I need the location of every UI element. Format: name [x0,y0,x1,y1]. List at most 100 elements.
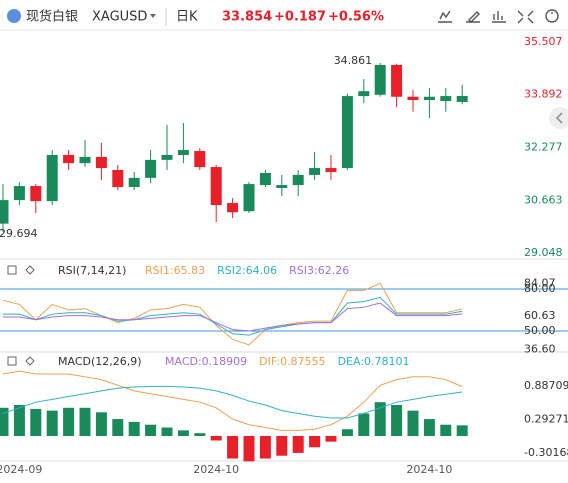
candle-body [423,96,435,101]
tool-bars[interactable] [492,11,506,23]
macd-bar [161,427,173,436]
macd-bar [243,435,255,462]
macd-bar [128,421,140,436]
macd-bar [325,435,337,442]
indicator-line [2,385,463,419]
indicator-line [2,370,463,431]
macd-bar [391,404,403,436]
x-tick-label: 2024-09 [0,463,42,476]
indicator-line [3,296,463,336]
macd-bar [46,410,58,436]
macd-bar [145,424,157,436]
toolbar [438,9,559,24]
macd-bar [309,435,321,448]
y-tick-label: 0.88709 [524,379,568,392]
period[interactable]: 日K [176,10,198,25]
panel-icons[interactable] [7,265,35,275]
legend-entry: RSI1:65.83 [145,264,205,277]
macd-bar [259,435,271,459]
macd-bar [30,408,42,436]
candle-body [210,167,222,206]
candle-body [161,154,173,160]
legend-entry: DEA:0.78101 [338,355,410,368]
dropdown[interactable] [150,14,156,18]
y-tick-label: 36.60 [524,343,556,356]
candle-body [0,200,9,224]
macd-bar [423,419,435,436]
candle-body [309,168,321,175]
name: 现货白银 [26,9,78,25]
tool-fullscreen[interactable] [517,10,534,24]
macd-bar [440,424,452,436]
candle-body [227,203,239,213]
tool-indicator[interactable] [438,10,452,23]
min-label: 29.694 [0,227,38,240]
candle-body [325,168,337,172]
max-label: 34.861 [334,54,373,67]
macd-bar [210,435,222,441]
candle-body [63,154,75,164]
macd-bar [374,402,386,436]
rsi-title: RSI(7,14,21) [58,264,126,277]
candle-body [177,150,189,155]
candle-body [145,159,157,178]
macd-bar [0,407,9,436]
candle-body [391,65,403,97]
indicator-line [2,282,463,346]
y-tick-label: 84.07 [524,276,556,289]
macd-bar [456,425,468,436]
candle-body [30,186,42,202]
macd-bar [95,412,107,436]
candle-body [128,177,140,188]
symbol[interactable]: XAGUSD [92,10,147,25]
y-tick-label: 29.048 [524,246,563,259]
y-tick-label: -0.30168 [524,446,568,459]
indicator-line [3,302,463,332]
candle-body [276,185,288,188]
x-tick-label: 2024-10 [193,463,239,476]
candle-body [358,91,370,97]
x-tick-label: 2024-10 [406,463,452,476]
macd-bar [341,429,353,436]
legend-entry: MACD:0.18909 [165,355,247,368]
candle-body [13,186,25,201]
price: 33.854 [222,10,272,25]
macd-bar [112,419,124,436]
legend-entry: DIF:0.87555 [259,355,325,368]
macd-bar [177,430,189,436]
y-tick-label: 60.63 [524,309,556,322]
y-tick-label: 50.00 [524,324,556,337]
candle-body [243,184,255,212]
candle-body [112,170,124,188]
legend-entry: RSI2:64.06 [217,264,277,277]
tool-settings[interactable] [545,9,559,23]
y-tick-label: 80.00 [524,282,556,295]
macd-bar [227,435,239,459]
candle-body [194,151,206,168]
candle-body [407,96,419,101]
macd-bar [407,410,419,436]
logo [7,9,21,23]
y-tick-label: 32.277 [524,141,563,154]
percent: +0.56% [328,10,384,25]
candle-body [79,156,91,164]
y-tick-label: 0.29271 [524,412,568,425]
candle-body [374,65,386,95]
candle-body [292,174,304,186]
legend-entry: RSI3:62.26 [289,264,349,277]
macd-bar [276,435,288,456]
tool-draw[interactable] [466,11,480,23]
candle-body [95,156,107,169]
y-tick-label: 33.892 [524,88,563,101]
macd-bar [79,407,91,436]
scroll-arrow [555,112,563,124]
macd-bar [358,413,370,436]
macd-bar [13,404,25,436]
candle-body [341,96,353,169]
scroll-button[interactable] [549,107,568,129]
macd-bar [63,407,75,436]
macd-bar [292,435,304,453]
panel-icons[interactable] [7,356,35,366]
